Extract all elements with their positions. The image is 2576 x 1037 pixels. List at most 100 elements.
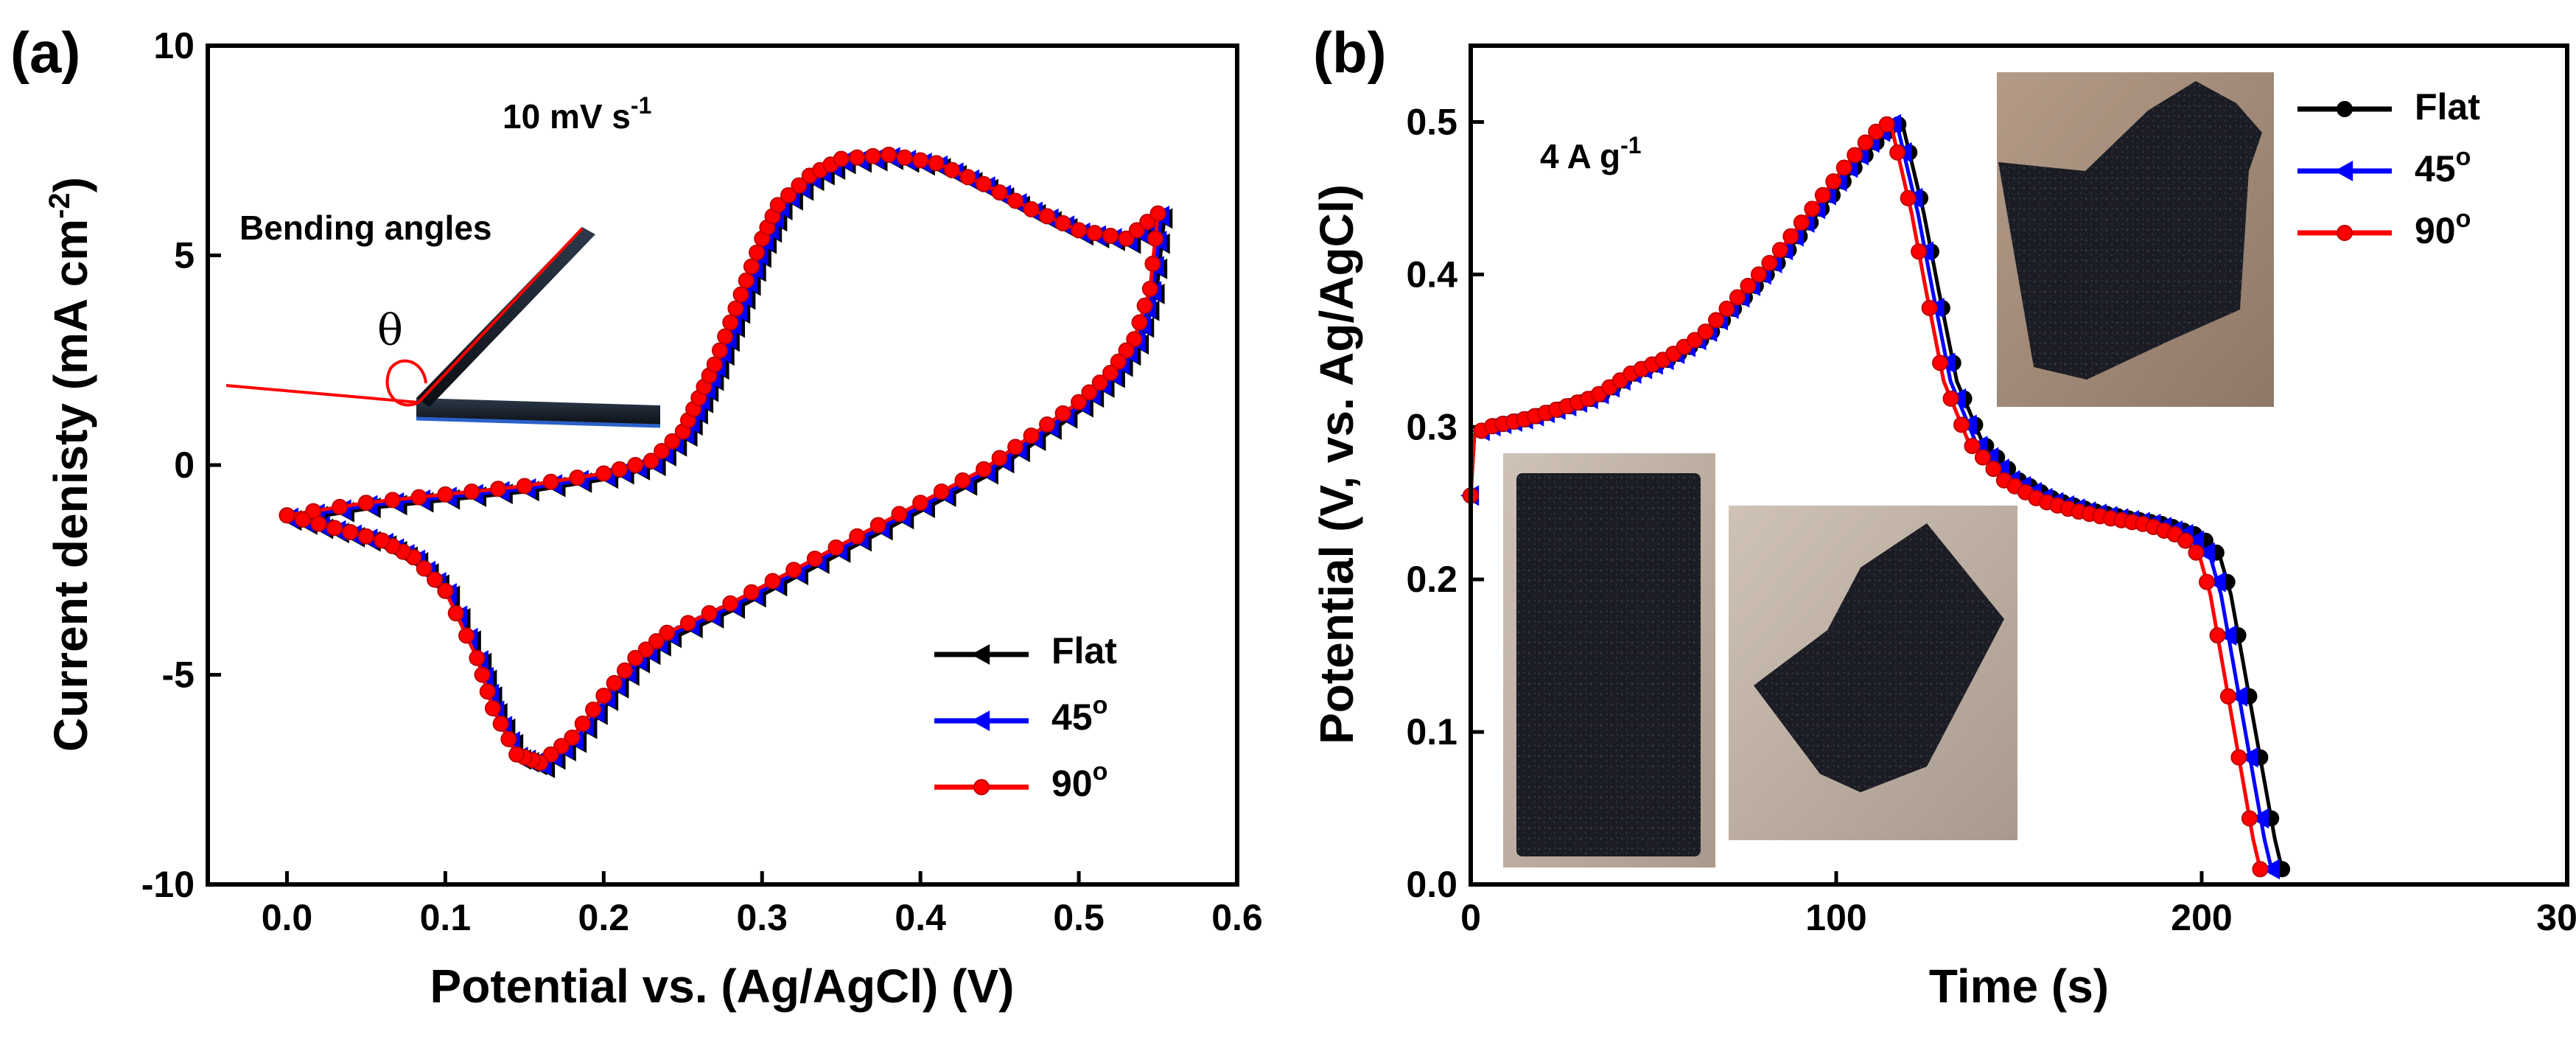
series-3-marker — [1750, 266, 1767, 283]
legend-b-marker-3 — [2337, 225, 2353, 241]
series-3-marker — [1054, 405, 1071, 422]
panel-b-curves — [1460, 114, 2291, 880]
panel-a-label: (a) — [10, 20, 80, 85]
series-3-marker — [332, 498, 349, 515]
series-3-marker — [1039, 416, 1056, 433]
series-3-marker — [1761, 254, 1778, 271]
x-tick-label: 100 — [1805, 897, 1866, 938]
series-3-marker — [833, 150, 850, 167]
series-3-marker — [944, 161, 961, 178]
panel-b-legend: Flat 45o 90o — [2297, 86, 2480, 251]
legend-b-90-label: 90o — [2415, 205, 2471, 251]
series-3-marker — [410, 489, 427, 506]
series-3-marker — [1889, 144, 1906, 161]
series-3-marker — [1071, 222, 1088, 239]
x-tick-label: 0.1 — [420, 897, 472, 938]
series-3-marker — [722, 595, 739, 612]
series-3-marker — [1144, 255, 1161, 272]
y-tick-label: 5 — [174, 235, 195, 276]
panel-b-x-axis-title: Time (s) — [1929, 960, 2109, 1013]
legend-a-45-label: 45o — [1051, 691, 1107, 738]
bending-angle-inset: θ Bending angles — [225, 209, 661, 428]
series-3-marker — [508, 746, 525, 763]
panel-a-chart: (a) θ Bending angles 10 mV s-1 0.0 0.1 0.2… — [10, 20, 1263, 1013]
series-3-marker — [928, 155, 945, 172]
series-3-marker — [933, 483, 950, 500]
series-2-marker — [2218, 625, 2237, 646]
series-3-marker — [595, 465, 612, 482]
series-3-marker — [574, 715, 591, 732]
series-3-marker — [827, 539, 844, 556]
series-3-marker — [1857, 134, 1874, 151]
series-3-marker — [1141, 281, 1158, 298]
panel-b-frame — [1469, 43, 2569, 887]
panel-a-x-axis-title: Potential vs. (Ag/AgCl) (V) — [430, 960, 1015, 1013]
panel-b-label: (b) — [1313, 20, 1387, 85]
series-3-marker — [500, 730, 517, 747]
series-3-marker — [1771, 242, 1788, 259]
series-3-marker — [490, 481, 507, 497]
series-2-marker — [2228, 685, 2247, 707]
series-2-marker — [2239, 747, 2258, 768]
series-3-marker — [606, 674, 623, 691]
series-3-marker — [1900, 189, 1917, 206]
series-3-marker — [542, 746, 559, 763]
panel-a-ticks: 0.0 0.1 0.2 0.3 0.4 0.5 0.6 -10 -5 0 5 10 — [141, 25, 1263, 938]
series-3-marker — [342, 524, 359, 541]
series-3-marker — [659, 624, 676, 641]
y-tick-label: 0.2 — [1406, 559, 1457, 600]
series-3-marker — [1793, 214, 1810, 231]
series-3-marker — [2188, 544, 2205, 561]
series-3-marker — [627, 457, 644, 473]
series-3-marker — [732, 286, 749, 303]
series-3-marker — [764, 573, 781, 590]
photo-flat — [1503, 453, 1715, 867]
legend-b-45-label: 45o — [2415, 143, 2471, 189]
series-3-marker — [616, 662, 633, 679]
series-3-marker — [1102, 227, 1119, 244]
series-3-marker — [648, 632, 665, 649]
x-tick-label: 0.4 — [895, 897, 946, 938]
series-3-marker — [326, 520, 343, 537]
x-tick-label: 0.6 — [1211, 897, 1263, 938]
legend-a-marker-1 — [971, 644, 990, 665]
series-3-marker — [912, 152, 929, 169]
x-tick-label: 0.3 — [736, 897, 788, 938]
series-3-marker — [1974, 449, 1991, 466]
series-3-marker — [1131, 314, 1148, 331]
series-3-marker — [357, 495, 374, 511]
series-2-marker — [2196, 542, 2215, 563]
series-3-marker — [849, 149, 866, 166]
series-3-marker — [384, 492, 401, 509]
panel-a-frame — [206, 43, 1239, 887]
series-3-marker — [542, 473, 559, 490]
series-3-marker — [769, 197, 786, 214]
y-tick-label: 10 — [153, 25, 195, 66]
series-3-marker — [1128, 222, 1145, 239]
y-tick-label: -5 — [162, 654, 195, 696]
series-3-marker — [1102, 364, 1119, 381]
series-3-marker — [1729, 289, 1746, 306]
series-3-marker — [738, 272, 755, 289]
series-3-marker — [1081, 384, 1098, 401]
series-3-marker — [1942, 390, 1959, 407]
legend-a-90-label: 90o — [1051, 758, 1107, 804]
series-3-marker — [279, 507, 295, 524]
series-3-marker — [706, 356, 723, 373]
series-3-marker — [2209, 627, 2226, 644]
series-3-marker — [627, 649, 644, 666]
series-3-marker — [643, 453, 659, 469]
scan-rate-label: 10 mV s-1 — [503, 92, 651, 136]
series-3-marker — [437, 582, 454, 599]
series-3-marker — [484, 700, 501, 717]
series-3-marker — [584, 701, 601, 718]
series-3-marker — [1071, 394, 1088, 411]
series-3-marker — [1718, 300, 1735, 317]
series-3-marker — [896, 149, 913, 166]
series-3-marker — [1054, 214, 1071, 231]
series-3-marker — [1086, 225, 1103, 242]
legend-a-marker-3 — [973, 779, 990, 795]
legend-b-marker-1 — [2337, 101, 2353, 117]
series-3-marker — [463, 483, 480, 500]
current-density-label: 4 A g-1 — [1540, 132, 1642, 175]
